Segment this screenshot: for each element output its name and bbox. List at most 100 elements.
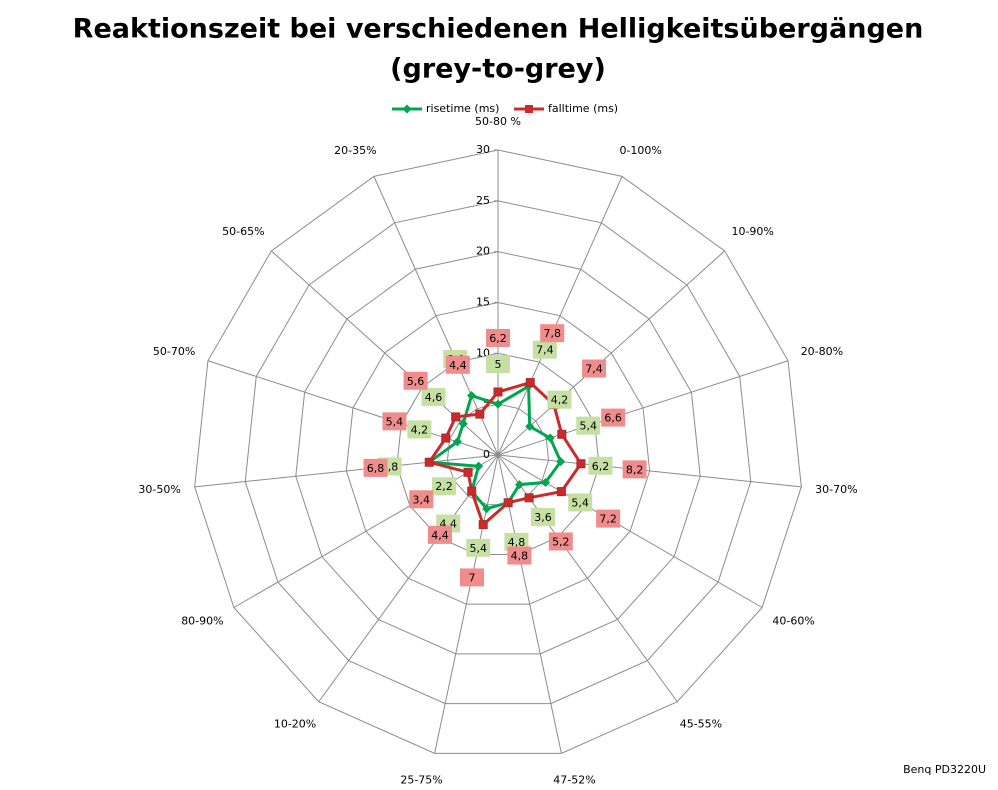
marker: [467, 486, 477, 496]
data-label: 4,6: [425, 391, 443, 404]
data-label: 5,4: [470, 542, 488, 555]
marker: [458, 419, 468, 429]
marker: [474, 461, 484, 471]
data-label-bg: [507, 546, 532, 565]
category-label: 10-90%: [731, 225, 773, 238]
axis-spoke: [194, 454, 499, 488]
axis-spoke: [497, 250, 725, 456]
data-label: 6,6: [604, 412, 622, 425]
data-label-bg: [504, 532, 529, 551]
data-label: 7,4: [585, 363, 603, 376]
marker: [493, 387, 503, 397]
data-label-bg: [548, 532, 573, 551]
marker: [545, 433, 555, 443]
category-label: 30-70%: [815, 483, 857, 496]
data-label: 4,2: [411, 423, 429, 436]
grid-line: [396, 352, 600, 555]
data-label-bg: [407, 420, 432, 439]
axis-spoke: [318, 454, 499, 703]
grid-line: [345, 301, 651, 605]
series-line: [425, 383, 563, 511]
data-label-bg: [421, 387, 446, 406]
category-label: 50-65%: [222, 225, 264, 238]
data-label-bg: [588, 456, 613, 475]
data-label: 4,2: [551, 394, 569, 407]
axis-spoke: [373, 176, 499, 456]
grid-line: [295, 251, 701, 655]
marker: [503, 498, 513, 508]
data-label: 7,8: [543, 327, 561, 340]
y-tick-label: 15: [476, 296, 490, 309]
y-tick-label: 30: [476, 143, 490, 156]
marker: [515, 480, 525, 490]
data-label: 5,4: [386, 415, 404, 428]
chart-title: Reaktionszeit bei verschiedenen Helligke…: [73, 14, 924, 45]
footnote: Benq PD3220U: [903, 763, 986, 776]
axis-spoke: [497, 360, 789, 456]
legend-label: falltime (ms): [548, 102, 618, 115]
y-tick-label: 20: [476, 245, 490, 258]
data-label-bg: [568, 493, 593, 512]
data-label: 7: [468, 571, 475, 584]
y-tick-label: 0: [483, 448, 490, 461]
data-label: 2,2: [435, 480, 453, 493]
data-label-bg: [363, 458, 388, 477]
category-label: 0-100%: [619, 144, 661, 157]
data-label: 5: [495, 358, 502, 371]
data-label: 3,6: [534, 511, 552, 524]
data-label-bg: [531, 507, 556, 526]
data-label: 5,6: [407, 375, 425, 388]
data-label: 6,2: [592, 460, 610, 473]
data-label-bg: [466, 538, 491, 557]
marker: [463, 467, 473, 477]
data-label-bg: [403, 371, 428, 390]
chart-title: (grey-to-grey): [390, 54, 606, 85]
category-label: 20-35%: [334, 144, 376, 157]
data-label-bg: [431, 477, 456, 496]
data-label-bg: [486, 355, 510, 374]
data-label: 4,4: [449, 359, 467, 372]
marker: [524, 493, 534, 503]
marker: [556, 487, 566, 497]
legend-marker: [402, 104, 412, 114]
data-label-bg: [540, 324, 565, 343]
axis-spoke: [434, 454, 499, 754]
data-label-bg: [459, 568, 484, 587]
data-label-bg: [576, 416, 601, 435]
axis-spoke: [271, 250, 499, 456]
category-label: 30-50%: [138, 483, 180, 496]
data-label-bg: [582, 359, 607, 378]
legend-label: risetime (ms): [426, 102, 499, 115]
data-label-bg: [445, 355, 470, 374]
data-label: 7,4: [536, 344, 554, 357]
marker: [475, 409, 485, 419]
data-label-bg: [596, 509, 621, 528]
data-label: 5,4: [580, 420, 598, 433]
data-label-bg: [382, 412, 407, 431]
data-label: 4,8: [511, 550, 529, 563]
category-label: 80-90%: [181, 615, 223, 628]
data-label-bg: [486, 328, 510, 347]
data-label-bg: [622, 460, 647, 479]
data-label-bg: [547, 390, 572, 409]
category-label: 20-80%: [801, 345, 843, 358]
category-label: 47-52%: [553, 774, 595, 786]
data-label: 7,2: [599, 513, 617, 526]
marker: [493, 399, 503, 409]
category-label: 50-70%: [153, 345, 195, 358]
category-label: 40-60%: [772, 615, 814, 628]
data-label-bg: [601, 408, 626, 427]
data-label: 4,4: [431, 529, 449, 542]
category-label: 10-20%: [274, 717, 316, 730]
marker: [525, 378, 535, 388]
marker: [441, 433, 451, 443]
marker: [525, 421, 535, 431]
data-label-bg: [409, 490, 434, 509]
marker: [452, 437, 462, 447]
marker: [557, 429, 567, 439]
legend-marker: [525, 105, 533, 113]
marker: [478, 520, 488, 530]
data-label: 8,2: [626, 463, 644, 476]
grid-line: [194, 149, 802, 754]
